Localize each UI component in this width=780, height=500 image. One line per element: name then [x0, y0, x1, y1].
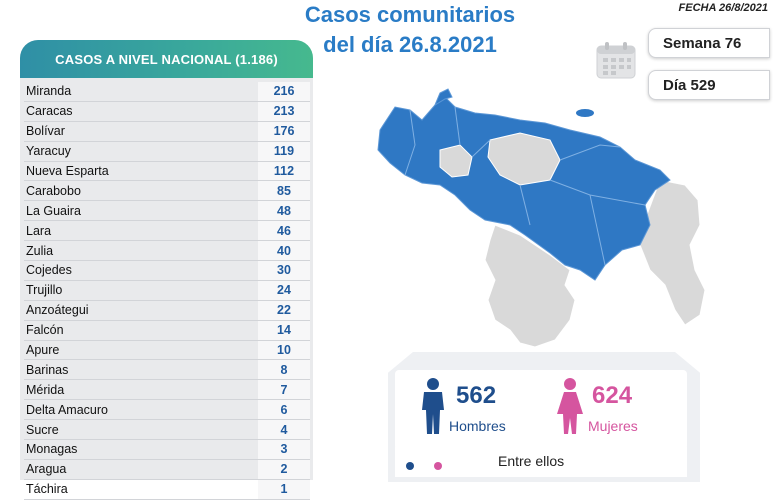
- state-row: Caracas 213: [24, 101, 310, 122]
- state-cases: 213: [258, 101, 310, 121]
- state-cases: 85: [258, 181, 310, 201]
- state-row: Monagas 3: [24, 440, 310, 460]
- state-name: Anzoátegui: [26, 303, 89, 318]
- map-region-amazonas: [484, 224, 576, 348]
- state-cases: 10: [258, 340, 310, 360]
- state-row: Cojedes 30: [24, 261, 310, 281]
- state-cases: 6: [258, 400, 310, 420]
- state-row: Zulia 40: [24, 241, 310, 262]
- state-cases: 40: [258, 241, 310, 261]
- state-name: Zulia: [26, 243, 54, 258]
- state-cases: 1: [258, 479, 310, 499]
- state-name: Lara: [26, 223, 52, 238]
- state-cases: 216: [258, 82, 310, 101]
- state-name: Trujillo: [26, 283, 63, 298]
- state-name: Monagas: [26, 442, 78, 457]
- state-row: Mérida 7: [24, 380, 310, 401]
- state-row: Apure 10: [24, 340, 310, 361]
- state-list: Miranda 216 Caracas 213 Bolívar 176 Yaracuy 119…: [24, 82, 310, 500]
- state-cases: 48: [258, 201, 310, 221]
- venezuela-map: [377, 88, 706, 348]
- mini-people-icon: [406, 462, 442, 470]
- state-name: Carabobo: [26, 183, 81, 198]
- calendar-icon: [596, 42, 636, 79]
- title-line-1: Casos comunitarios: [304, 2, 516, 27]
- state-row: Yaracuy 119: [24, 141, 310, 162]
- state-row: Miranda 216: [24, 82, 310, 102]
- map-region-falcon-peninsula: [433, 88, 453, 107]
- men-label: Hombres: [449, 418, 506, 434]
- state-cases: 2: [258, 459, 310, 479]
- state-row: La Guaira 48: [24, 201, 310, 222]
- men-count: 562: [456, 382, 497, 409]
- state-row: Delta Amacuro 6: [24, 400, 310, 421]
- state-cases: 4: [258, 420, 310, 440]
- state-name: Aragua: [26, 462, 67, 477]
- day-badge: Día 529: [648, 70, 770, 100]
- state-row: Lara 46: [24, 221, 310, 242]
- date-label: FECHA 26/8/2021: [678, 2, 768, 14]
- state-row: Trujillo 24: [24, 280, 310, 301]
- state-cases: 22: [258, 300, 310, 320]
- state-cases: 14: [258, 320, 310, 340]
- map-region-east: [639, 179, 706, 326]
- state-cases: 8: [258, 360, 310, 380]
- woman-icon: [557, 378, 583, 434]
- state-cases: 46: [258, 221, 310, 241]
- state-name: La Guaira: [26, 203, 81, 218]
- state-cases: 176: [258, 121, 310, 141]
- between-label: Entre ellos: [498, 453, 565, 469]
- state-name: Táchira: [26, 482, 68, 497]
- main-title: Casos comunitarios del día 26.8.2021: [260, 0, 560, 60]
- state-name: Apure: [26, 343, 60, 358]
- state-name: Yaracuy: [26, 144, 71, 159]
- state-name: Delta Amacuro: [26, 402, 108, 417]
- state-row: Anzoátegui 22: [24, 300, 310, 321]
- state-name: Falcón: [26, 323, 64, 338]
- state-name: Barinas: [26, 362, 69, 377]
- state-cases: 119: [258, 141, 310, 161]
- man-icon: [422, 378, 444, 434]
- state-name: Caracas: [26, 104, 73, 119]
- state-cases: 7: [258, 380, 310, 400]
- state-name: Nueva Esparta: [26, 164, 109, 178]
- state-row: Falcón 14: [24, 320, 310, 341]
- state-cases: 24: [258, 280, 310, 300]
- women-label: Mujeres: [588, 418, 638, 434]
- state-row: Barinas 8: [24, 360, 310, 381]
- state-name: Cojedes: [26, 263, 72, 278]
- map-region-nueva-esparta: [576, 109, 594, 117]
- women-count: 624: [592, 382, 633, 409]
- state-name: Mérida: [26, 382, 65, 397]
- state-row: Sucre 4: [24, 420, 310, 441]
- state-cases: 112: [258, 161, 310, 181]
- state-name: Miranda: [26, 84, 72, 99]
- state-name: Sucre: [26, 422, 59, 437]
- state-cases: 3: [258, 440, 310, 459]
- state-row: Táchira 1: [24, 479, 310, 500]
- state-row: Nueva Esparta 112: [24, 161, 310, 182]
- state-row: Bolívar 176: [24, 121, 310, 142]
- state-row: Carabobo 85: [24, 181, 310, 202]
- week-badge: Semana 76: [648, 28, 770, 58]
- map-region-active: [377, 96, 671, 281]
- national-cases-heading: CASOS A NIVEL NACIONAL (1.186): [20, 40, 313, 78]
- state-name: Bolívar: [26, 124, 65, 139]
- title-line-2: del día 26.8.2021: [323, 32, 497, 57]
- state-cases: 30: [258, 261, 310, 280]
